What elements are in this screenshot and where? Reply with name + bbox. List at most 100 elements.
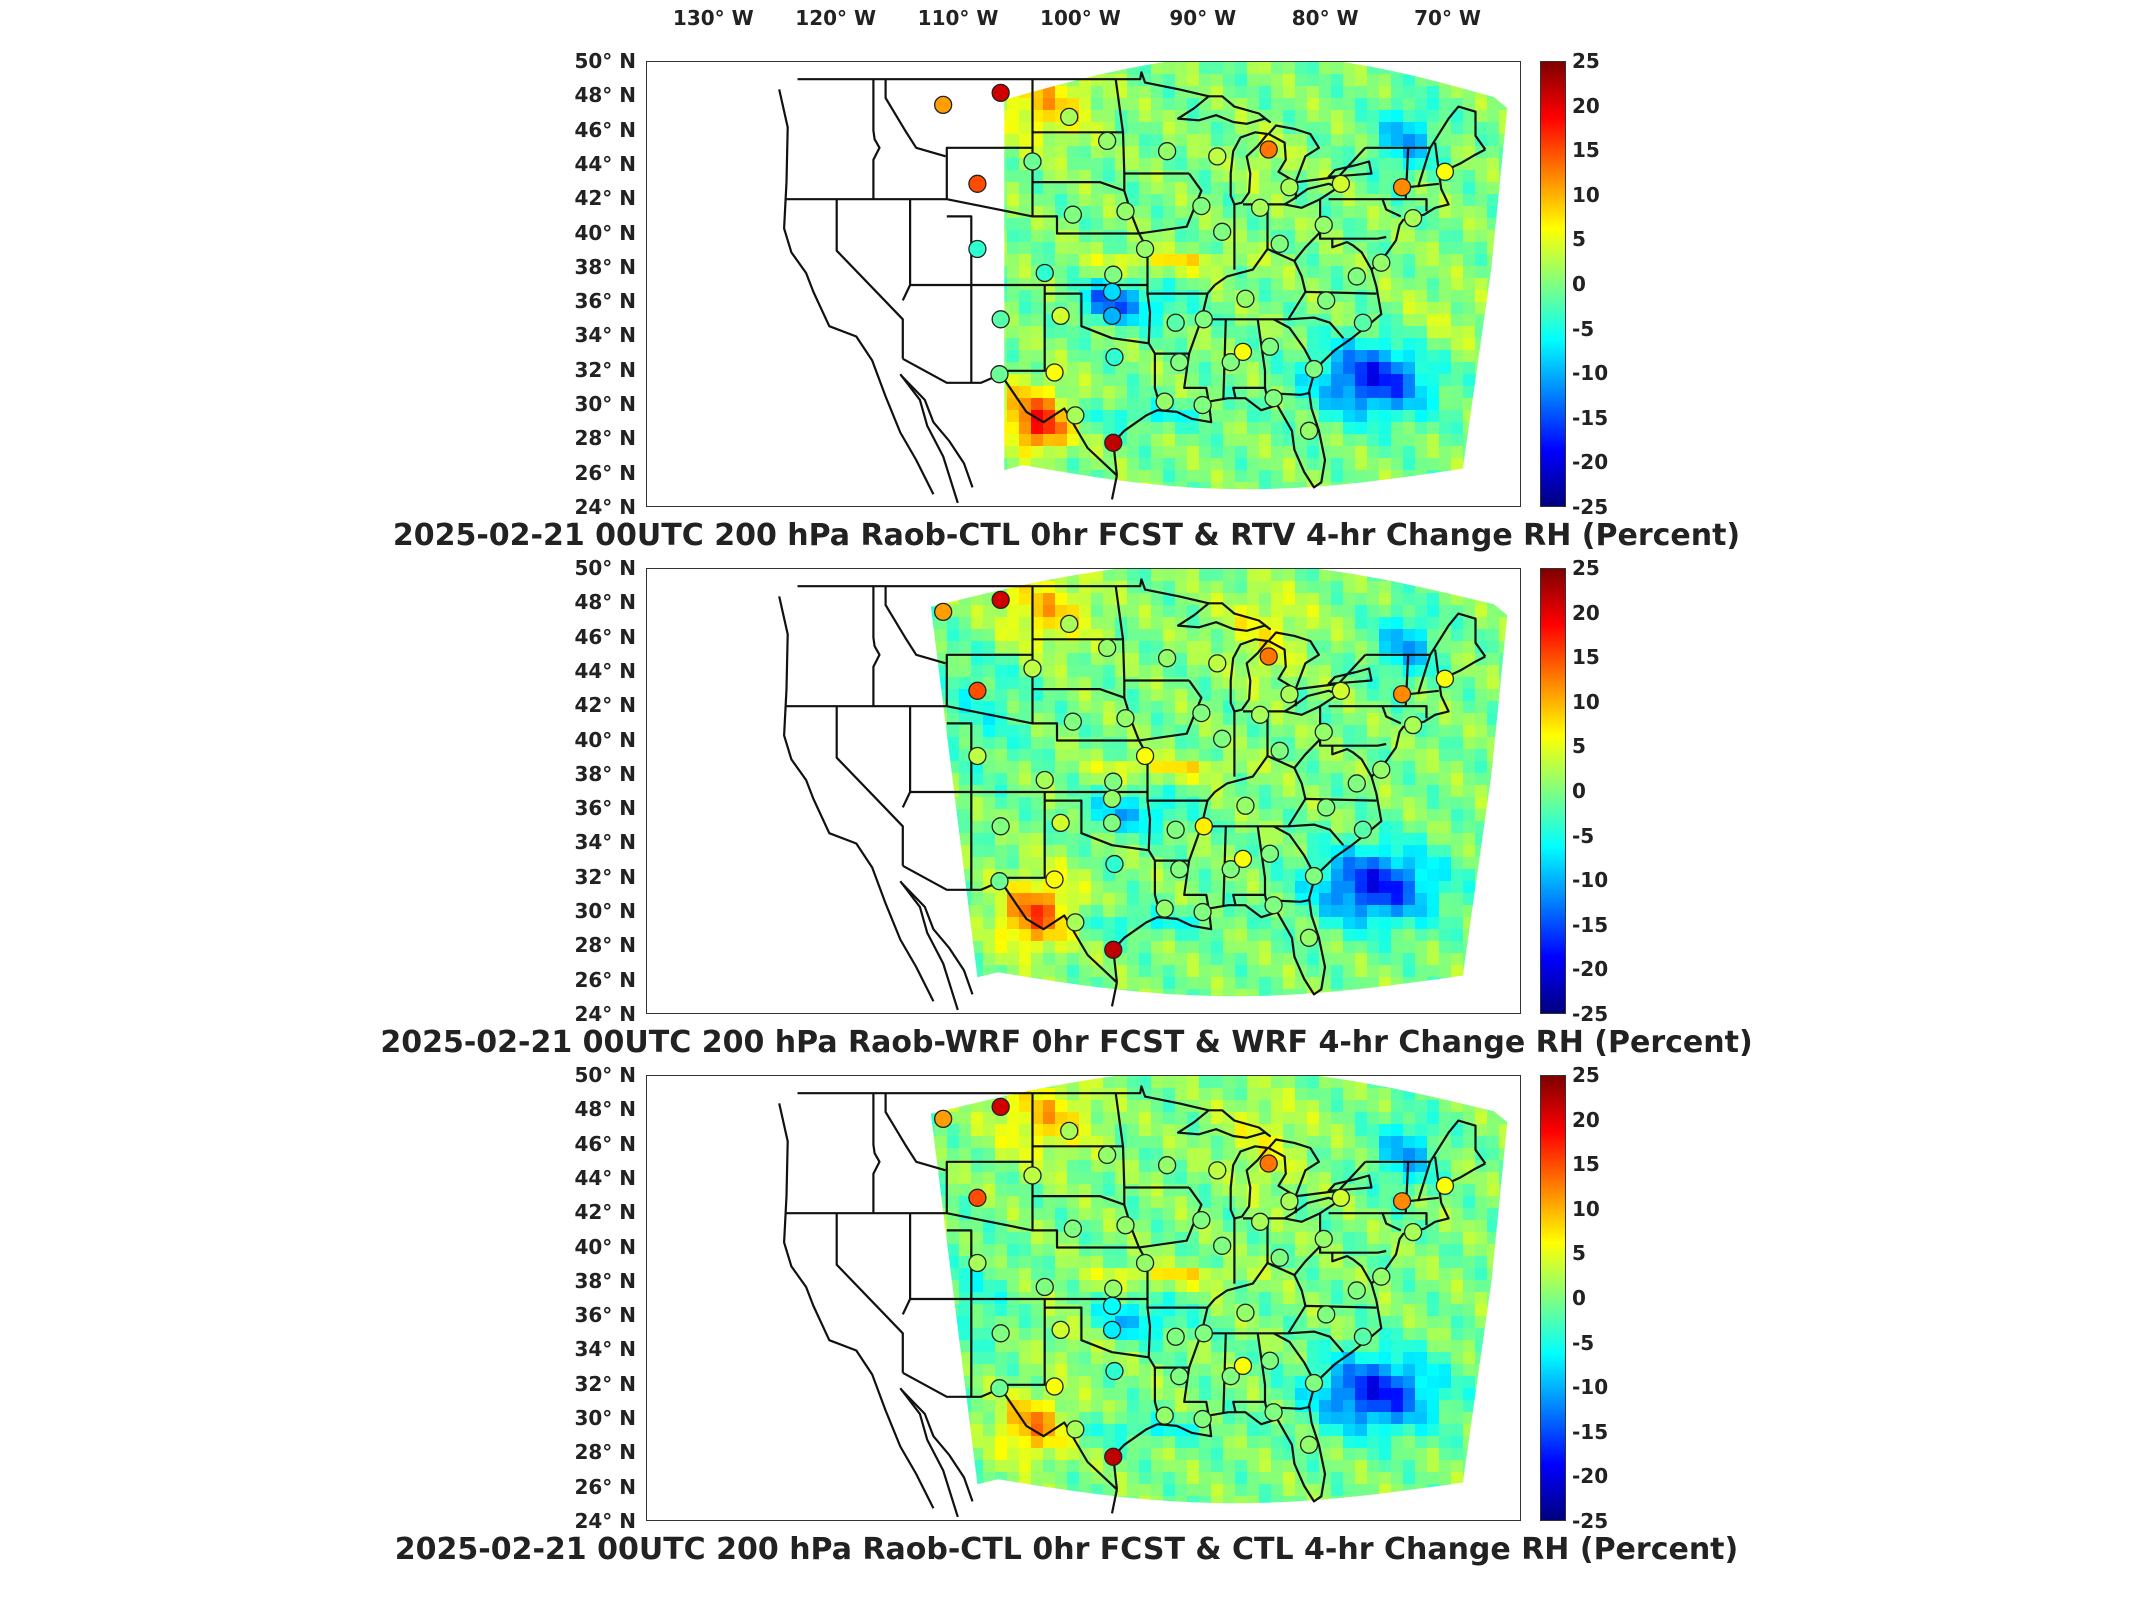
raob-station-marker <box>990 365 1009 384</box>
colorbar-tick-label: -15 <box>1572 912 1609 937</box>
state-line <box>1365 1119 1487 1165</box>
rh-change-map <box>778 569 1508 1011</box>
state-line <box>1000 1299 1046 1386</box>
state-line <box>999 373 1118 477</box>
raob-station-marker <box>1051 813 1070 833</box>
raob-station-marker <box>1221 1367 1240 1386</box>
raob-station-marker <box>1166 313 1185 332</box>
raob-station-marker <box>1392 685 1412 704</box>
state-line <box>1328 1212 1402 1232</box>
latitude-tick-label: 42° N <box>574 1200 636 1225</box>
state-line <box>1263 894 1310 903</box>
raob-station-marker <box>1104 772 1123 791</box>
latitude-tick-label: 38° N <box>574 254 636 279</box>
state-line <box>1416 147 1432 188</box>
colorbar-tick-label: -25 <box>1572 1002 1609 1026</box>
colorbar-tick-label: 10 <box>1572 1196 1600 1221</box>
great-lake-outline <box>1229 131 1269 206</box>
raob-station-marker <box>1104 265 1123 284</box>
raob-station-marker <box>1192 703 1211 723</box>
raob-station-marker <box>991 310 1010 329</box>
state-line <box>835 1213 904 1373</box>
state-line <box>835 706 904 866</box>
latitude-tick-label: 34° N <box>574 1337 636 1362</box>
colorbar-tick-label: 5 <box>1572 1241 1586 1266</box>
raob-station-marker <box>1155 899 1174 918</box>
state-line <box>1405 1212 1428 1226</box>
latitude-tick-label: 28° N <box>574 1440 636 1465</box>
latitude-tick-label: 36° N <box>574 289 636 314</box>
raob-station-marker <box>1035 770 1054 790</box>
raob-station-marker <box>1347 774 1366 793</box>
raob-station-marker <box>1353 820 1373 839</box>
state-line <box>1200 290 1377 321</box>
latitude-tick-label: 42° N <box>574 186 636 211</box>
raob-station-marker <box>1155 1406 1174 1425</box>
latitude-tick-label: 24° N <box>574 1002 636 1026</box>
state-line <box>1416 654 1432 695</box>
raob-station-marker <box>1403 1222 1423 1242</box>
coastline <box>1110 1489 1118 1514</box>
state-line <box>999 880 1118 984</box>
raob-station-marker <box>1392 1192 1412 1211</box>
raob-station-marker <box>1135 746 1155 766</box>
coastline <box>1110 475 1118 500</box>
colorbar-tick-label: 15 <box>1572 138 1600 163</box>
coastline <box>899 373 959 504</box>
raob-station-marker <box>1299 421 1319 440</box>
great-lake-outline <box>1327 160 1373 178</box>
raob-station-marker <box>1221 353 1240 372</box>
state-line <box>872 79 881 200</box>
raob-station-marker <box>990 1379 1009 1398</box>
colorbar-tick-label: 20 <box>1572 93 1600 118</box>
raob-station-marker <box>991 1324 1010 1343</box>
raob-station-marker <box>991 817 1010 836</box>
great-lake-outline <box>1177 602 1271 632</box>
latitude-tick-label: 50° N <box>574 49 636 73</box>
raob-station-marker <box>1051 1320 1070 1340</box>
raob-station-marker <box>1105 1361 1124 1381</box>
longitude-tick-label: 80° W <box>1291 6 1359 30</box>
map-panel <box>646 568 1521 1014</box>
colorbar-tick-label: 15 <box>1572 1152 1600 1177</box>
raob-station-marker <box>1097 131 1117 151</box>
state-line <box>902 357 1002 384</box>
state-line <box>1405 198 1428 212</box>
panel-title: 2025-02-21 00UTC 200 hPa Raob-WRF 0hr FC… <box>380 1025 1753 1060</box>
coastline <box>797 1085 1209 1112</box>
raob-station-marker <box>1353 313 1373 332</box>
state-line <box>1044 1306 1161 1420</box>
state-line <box>884 586 946 665</box>
raob-station-marker <box>1435 669 1455 688</box>
colorbar-tick-label: -10 <box>1572 1375 1609 1400</box>
raob-station-marker <box>1304 359 1324 379</box>
state-line <box>901 199 912 301</box>
raob-station-marker <box>1213 222 1232 241</box>
great-lake-outline <box>1267 631 1320 691</box>
state-line <box>1328 705 1402 725</box>
raob-station-marker <box>1194 817 1213 836</box>
raob-station-marker <box>1023 659 1042 678</box>
raob-station-marker <box>1104 940 1123 959</box>
coastline <box>1112 1162 1486 1503</box>
state-line <box>1146 284 1216 295</box>
raob-station-marker <box>1304 1373 1324 1393</box>
longitude-tick-label: 120° W <box>795 6 877 30</box>
raob-station-marker <box>1045 1377 1064 1396</box>
coastline <box>1112 148 1486 489</box>
map-panel <box>646 61 1521 507</box>
raob-station-marker <box>1250 705 1270 724</box>
raob-station-marker <box>1116 202 1135 221</box>
latitude-tick-label: 24° N <box>574 1509 636 1533</box>
colorbar-tick-label: 25 <box>1572 1063 1600 1087</box>
panel-title: 2025-02-21 00UTC 200 hPa Raob-CTL 0hr FC… <box>392 518 1741 553</box>
raob-station-marker <box>968 681 987 700</box>
raob-station-marker <box>1250 198 1270 217</box>
raob-station-marker <box>934 95 953 115</box>
great-lake-outline <box>1177 1109 1271 1139</box>
raob-station-marker <box>1035 263 1054 283</box>
great-lake-outline <box>1327 1174 1373 1192</box>
colorbar-tick-label: 20 <box>1572 600 1600 625</box>
raob-station-marker <box>1166 1327 1185 1346</box>
raob-station-marker <box>1193 1409 1212 1429</box>
